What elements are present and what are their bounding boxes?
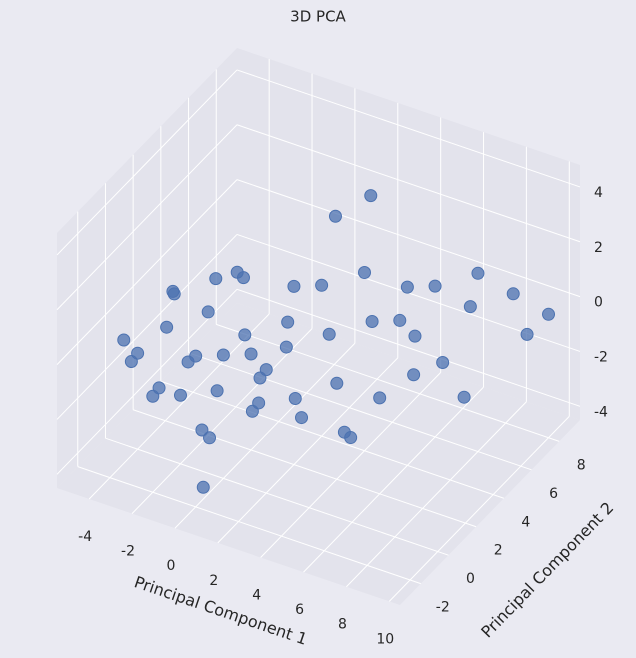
- grid-line: [56, 288, 238, 475]
- point: [203, 431, 217, 445]
- x-tick-label: 8: [338, 617, 347, 633]
- point: [328, 209, 342, 223]
- point: [471, 266, 485, 280]
- y-axis-label: Principal Component 2: [477, 498, 617, 641]
- point: [428, 279, 442, 293]
- point: [408, 329, 422, 343]
- point: [322, 327, 336, 341]
- floor-pane: [57, 303, 580, 605]
- point: [295, 411, 309, 425]
- z-tick-label: -2: [594, 349, 608, 365]
- point: [330, 376, 344, 390]
- point: [373, 391, 387, 405]
- x-tick-label: 10: [376, 631, 394, 647]
- point: [407, 368, 421, 382]
- point: [238, 328, 252, 342]
- grid-line: [217, 357, 399, 544]
- point: [281, 315, 295, 329]
- x-tick-label: 4: [252, 587, 261, 603]
- grid-line: [236, 179, 581, 298]
- grid-line: [160, 380, 505, 499]
- x-tick-label: -2: [121, 544, 135, 560]
- x-axis-label: Principal Component 1: [132, 572, 310, 649]
- grid-line: [56, 69, 238, 256]
- point: [365, 314, 379, 328]
- y-tick-label: 2: [494, 543, 503, 559]
- left-pane: [57, 48, 237, 488]
- point: [288, 392, 302, 406]
- grid-line: [105, 437, 449, 556]
- chart-title: 3D PCA: [290, 8, 346, 26]
- z-tick-label: 4: [594, 185, 603, 201]
- grid-line: [132, 409, 477, 528]
- point: [173, 388, 187, 402]
- grid-line: [236, 124, 581, 243]
- point: [457, 390, 471, 404]
- grid-line: [303, 386, 484, 573]
- point: [160, 320, 174, 334]
- grid-line: [260, 372, 442, 558]
- point: [506, 287, 520, 301]
- y-tick-label: 4: [521, 514, 530, 530]
- grid-line: [77, 466, 421, 585]
- grid-line: [236, 288, 581, 407]
- point: [196, 480, 210, 494]
- grid-line: [56, 234, 238, 420]
- grid-line: [88, 313, 270, 500]
- y-tick-label: 8: [577, 457, 586, 473]
- point: [210, 384, 224, 398]
- point: [358, 266, 372, 280]
- y-tick-label: 6: [549, 486, 558, 502]
- z-tick-label: -4: [594, 404, 608, 420]
- point: [542, 307, 556, 321]
- point: [124, 355, 138, 369]
- point: [230, 265, 244, 279]
- grid-line: [188, 352, 532, 471]
- point: [195, 423, 209, 437]
- point: [117, 333, 131, 347]
- point: [279, 340, 293, 354]
- y-tick-label: -2: [436, 600, 450, 616]
- z-tick-label: 0: [594, 295, 603, 311]
- x-tick-label: 2: [209, 573, 218, 589]
- grid-line: [236, 69, 581, 188]
- y-tick-label: 0: [466, 571, 475, 587]
- point: [244, 347, 258, 361]
- point: [216, 348, 230, 362]
- point: [520, 327, 534, 341]
- point: [146, 389, 160, 403]
- point: [201, 305, 215, 319]
- point: [245, 404, 259, 418]
- point: [463, 300, 477, 314]
- grid-line: [174, 342, 356, 529]
- point: [189, 349, 203, 363]
- point: [253, 371, 267, 385]
- point: [393, 313, 407, 327]
- back-pane: [237, 48, 580, 420]
- point: [167, 287, 181, 301]
- x-tick-label: -4: [78, 529, 92, 545]
- point: [344, 431, 358, 445]
- grid-line: [216, 323, 560, 442]
- point: [364, 189, 378, 203]
- grid-line: [346, 401, 527, 588]
- grid-line: [131, 328, 313, 514]
- grid-line: [56, 124, 238, 311]
- point: [436, 355, 450, 369]
- x-tick-label: 0: [166, 558, 175, 574]
- point: [209, 272, 223, 286]
- point: [315, 278, 329, 292]
- grid-line: [388, 415, 570, 602]
- x-tick-label: 6: [295, 602, 304, 618]
- point: [400, 280, 414, 294]
- grid-line: [56, 179, 238, 365]
- point: [287, 279, 301, 293]
- z-tick-label: 2: [594, 240, 603, 256]
